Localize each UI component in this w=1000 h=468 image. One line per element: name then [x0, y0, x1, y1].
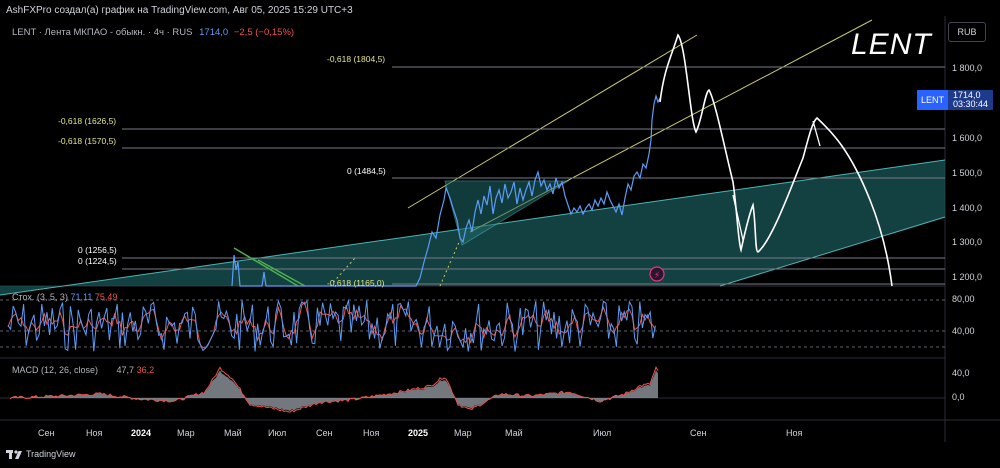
badge-price: 1714,0: [953, 90, 981, 100]
macd-signal-value: 36,2: [136, 365, 155, 375]
current-price-badge: LENT 1714,0 03:30:44: [917, 90, 994, 110]
event-marker-icon: [649, 266, 665, 282]
fib-label: -0,618 (1570,5): [58, 136, 117, 146]
fib-label: 0 (1256,5): [78, 245, 117, 255]
macd-legend[interactable]: MACD (12, 26, close) 47,7 36,2: [12, 365, 154, 375]
last-price: 1714,0: [199, 27, 229, 38]
time-axis-label: 2024: [131, 428, 152, 438]
macd-line: [9, 365, 659, 413]
footer-brand: TradingView: [26, 449, 76, 459]
stoch-d-value: 75,49: [94, 292, 118, 302]
symbol-name[interactable]: LENT · Лента МКПАО - обыкн. · 4ч · RUS: [12, 27, 193, 38]
time-axis-label: Сен: [38, 428, 55, 438]
time-axis-label: Июл: [593, 428, 612, 438]
time-axis-label: Мар: [177, 428, 195, 438]
triangle-pattern: [444, 180, 570, 246]
projection-path: [659, 33, 893, 287]
time-axis-label: Июл: [268, 428, 287, 438]
currency-button[interactable]: RUB: [948, 22, 986, 42]
tradingview-logo-icon: [6, 450, 22, 459]
time-axis-label: Ноя: [86, 428, 103, 438]
time-axis-label: Мар: [454, 428, 472, 438]
time-axis-label: Ноя: [363, 428, 380, 438]
badge-countdown: 03:30:44: [953, 99, 989, 109]
stoch-k-line: [7, 299, 656, 352]
price-axis-label: 1 800,0: [952, 63, 983, 73]
macd-axis-label: 40,0: [952, 368, 970, 378]
time-axis-label: 2025: [408, 428, 429, 438]
svg-text:⚡: ⚡: [654, 271, 660, 281]
time-axis-label: Май: [505, 428, 523, 438]
price-line: [231, 93, 661, 287]
macd-name: MACD (12, 26, close): [12, 365, 99, 375]
stoch-name: Стох. (3, 5, 3): [12, 292, 68, 302]
fib-label: -0,618 (1165,0): [327, 278, 385, 288]
time-axis-label: Май: [224, 428, 242, 438]
price-change: −2,5 (−0,15%): [233, 27, 295, 38]
macd-axis-label: 0,0: [952, 392, 965, 402]
price-axis-label: 1 300,0: [952, 237, 983, 247]
time-axis-label: Ноя: [786, 428, 803, 438]
stoch-axis-label: 40,00: [952, 326, 975, 336]
price-axis-label: 1 500,0: [952, 168, 983, 178]
tradingview-footer[interactable]: TradingView: [6, 449, 76, 459]
price-axis-label: 1 400,0: [952, 203, 983, 213]
chart-title-annotation: LENT: [851, 28, 932, 61]
fib-label: -0,618 (1626,5): [58, 116, 117, 126]
stoch-axis-label: 80,00: [952, 294, 975, 304]
time-axis-label: Сен: [690, 428, 707, 438]
yellow-channel-upper: [407, 34, 698, 209]
fib-label: -0,618 (1804,5): [327, 54, 386, 64]
macd-histogram: [10, 370, 658, 411]
badge-price-block: 1714,0 03:30:44: [948, 90, 994, 110]
badge-symbol: LENT: [921, 95, 945, 105]
time-axis-label: Сен: [316, 428, 333, 438]
fib-label: 0 (1484,5): [347, 166, 386, 176]
price-axis-label: 1 600,0: [952, 133, 983, 143]
stoch-legend[interactable]: Стох. (3, 5, 3) 71,11 75,49: [12, 292, 117, 302]
stoch-k-value: 71,11: [70, 292, 93, 302]
price-axis-label: 1 200,0: [952, 272, 983, 282]
chart-credit: AshFXPro создал(а) график на TradingView…: [6, 5, 353, 16]
macd-value: 47,7: [116, 365, 135, 375]
symbol-info: LENT · Лента МКПАО - обыкн. · 4ч · RUS 1…: [12, 27, 294, 38]
fib-label: 0 (1224,5): [78, 256, 117, 266]
